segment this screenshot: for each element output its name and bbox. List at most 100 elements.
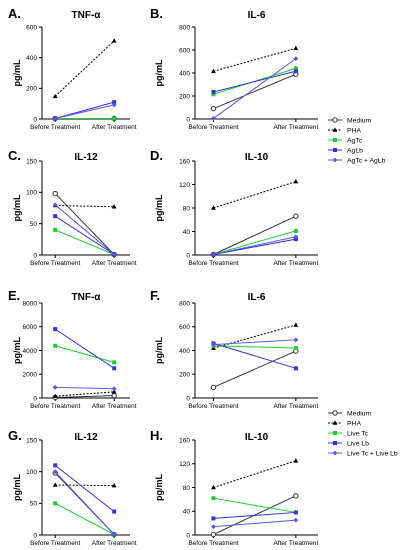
series-live-tc bbox=[211, 496, 298, 515]
series-line bbox=[213, 460, 297, 488]
data-point bbox=[111, 204, 117, 209]
data-point bbox=[111, 386, 117, 392]
legend-label: AgLb bbox=[347, 147, 363, 154]
series-line bbox=[213, 345, 296, 349]
chart-title: TNF-α bbox=[72, 10, 102, 21]
legend-label: Live Tc + Live Lb bbox=[347, 450, 398, 457]
data-point bbox=[293, 322, 299, 327]
data-point bbox=[293, 56, 299, 62]
x-tick-label: After Treatment bbox=[273, 260, 318, 267]
y-tick-label: 200 bbox=[179, 372, 190, 379]
chart-panel-e: E. TNF-α 0 2000 4000 6000 8000 pg/mL Before Trea… bbox=[8, 288, 137, 410]
chart-title: IL-10 bbox=[245, 432, 269, 443]
legend-label: Live Tc bbox=[347, 430, 369, 437]
y-axis-label: pg/mL bbox=[12, 337, 22, 364]
x-tick-label: After Treatment bbox=[92, 403, 137, 410]
y-axis-label: pg/mL bbox=[154, 337, 164, 364]
x-tick-label: Before Treatment bbox=[30, 403, 80, 410]
series-agtc bbox=[53, 227, 117, 257]
series-line bbox=[55, 345, 115, 363]
data-point bbox=[112, 509, 117, 514]
data-point bbox=[111, 392, 117, 399]
series-medium bbox=[52, 190, 117, 258]
data-point bbox=[52, 93, 58, 99]
chart-title: IL-6 bbox=[248, 10, 266, 21]
data-point bbox=[210, 384, 217, 391]
data-point bbox=[293, 510, 298, 515]
series-line bbox=[213, 497, 296, 513]
legend-marker bbox=[332, 157, 338, 163]
chart-title: TNF-α bbox=[72, 292, 102, 303]
x-tick-label: After Treatment bbox=[92, 260, 137, 267]
data-point bbox=[211, 342, 216, 347]
data-point bbox=[112, 100, 117, 105]
data-point bbox=[53, 501, 58, 506]
y-axis-label: pg/mL bbox=[12, 194, 22, 221]
legend-marker bbox=[332, 450, 338, 456]
series-line bbox=[213, 350, 297, 388]
data-point bbox=[52, 116, 58, 121]
chart-panel-c: C. IL-12 0 50 100 150 pg/mL Before Treatment Aft… bbox=[8, 148, 137, 267]
panel-label: B. bbox=[150, 6, 163, 21]
data-point bbox=[112, 116, 117, 121]
x-tick-label: After Treatment bbox=[92, 540, 137, 547]
data-point bbox=[211, 484, 216, 490]
y-tick-label: 0 bbox=[33, 252, 37, 259]
series-line bbox=[54, 215, 115, 255]
series-line bbox=[213, 519, 296, 528]
series-live-lb bbox=[53, 463, 117, 514]
y-tick-label: 120 bbox=[179, 461, 190, 468]
y-axis-label: pg/mL bbox=[12, 474, 22, 501]
y-tick-label: 800 bbox=[179, 24, 190, 31]
data-point bbox=[293, 234, 299, 240]
data-point bbox=[211, 496, 216, 501]
series-line bbox=[213, 230, 296, 255]
data-point bbox=[293, 337, 299, 343]
data-point bbox=[210, 105, 217, 112]
series-live-tc-live-lb bbox=[211, 337, 299, 347]
legend-label: PHA bbox=[347, 420, 361, 427]
series-line bbox=[55, 386, 115, 390]
series-agtc-aglb bbox=[211, 234, 299, 257]
y-axis-label: pg/mL bbox=[154, 474, 164, 501]
y-tick-label: 150 bbox=[26, 437, 37, 444]
series-live-tc-live-lb bbox=[211, 517, 299, 530]
data-point bbox=[111, 252, 117, 257]
legend-marker bbox=[332, 117, 338, 123]
series-line bbox=[55, 395, 115, 398]
chart-panel-f: F. IL-6 0 200 400 600 800 pg/mL Before Treatment… bbox=[150, 288, 318, 410]
series-live-tc bbox=[53, 343, 117, 365]
y-tick-label: 400 bbox=[26, 55, 37, 62]
series-line bbox=[213, 511, 296, 519]
series-line bbox=[213, 215, 297, 255]
y-tick-label: 0 bbox=[33, 395, 37, 402]
chart-panel-h: H. IL-10 0 40 80 120 160 pg/mL Before Treatment A… bbox=[150, 428, 318, 547]
data-point bbox=[53, 463, 58, 468]
data-point bbox=[293, 178, 299, 184]
x-tick-label: After Treatment bbox=[92, 124, 137, 131]
series-pha bbox=[52, 202, 117, 209]
legend-label: Live Lb bbox=[347, 440, 369, 447]
y-tick-label: 0 bbox=[186, 116, 190, 123]
series-aglb bbox=[53, 100, 117, 121]
y-tick-label: 2000 bbox=[23, 372, 38, 379]
data-point bbox=[293, 66, 298, 71]
series-line bbox=[55, 229, 115, 255]
x-tick-label: Before Treatment bbox=[30, 540, 80, 547]
data-point bbox=[111, 102, 117, 108]
y-tick-label: 600 bbox=[26, 24, 37, 31]
series-line bbox=[213, 73, 297, 110]
x-tick-label: Before Treatment bbox=[30, 124, 80, 131]
series-aglb bbox=[211, 69, 298, 94]
y-tick-label: 0 bbox=[186, 395, 190, 402]
series-line bbox=[54, 464, 115, 512]
data-point bbox=[211, 205, 216, 210]
y-tick-label: 0 bbox=[186, 532, 190, 539]
data-point bbox=[111, 532, 117, 537]
series-pha bbox=[211, 45, 299, 74]
y-tick-label: 800 bbox=[179, 300, 190, 307]
y-tick-label: 200 bbox=[26, 86, 37, 93]
chart-panel-g: G. IL-12 0 50 100 150 pg/mL Before Treatment Aft… bbox=[8, 428, 137, 547]
y-tick-label: 400 bbox=[179, 348, 190, 355]
y-tick-label: 40 bbox=[183, 509, 191, 516]
